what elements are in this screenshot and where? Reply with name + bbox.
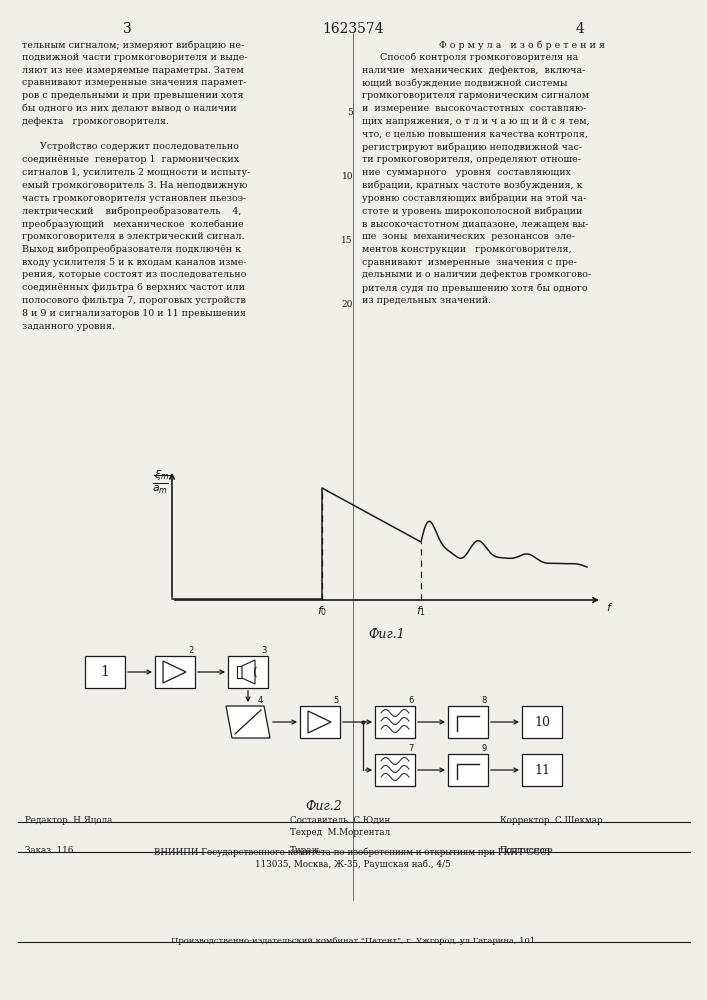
Text: часть громкоговорителя установлен пьезоэ-: часть громкоговорителя установлен пьезоэ… — [22, 194, 246, 203]
Text: 8: 8 — [481, 696, 487, 705]
Text: 3: 3 — [262, 646, 267, 655]
Text: $\overline{a_m}$: $\overline{a_m}$ — [152, 482, 169, 496]
Text: 5: 5 — [334, 696, 339, 705]
Text: 20: 20 — [341, 300, 353, 309]
Text: 1: 1 — [100, 665, 110, 679]
Text: 7: 7 — [409, 744, 414, 753]
Text: рителя судя по превышению хотя бы одного: рителя судя по превышению хотя бы одного — [362, 283, 588, 293]
Text: и  измерение  высокочастотных  составляю-: и измерение высокочастотных составляю- — [362, 104, 586, 113]
Text: из предельных значений.: из предельных значений. — [362, 296, 491, 305]
Polygon shape — [308, 711, 331, 733]
Text: Техред  М.Моргентал: Техред М.Моргентал — [290, 828, 390, 837]
Text: 15: 15 — [341, 236, 353, 245]
Text: Составитель  С.Юдин: Составитель С.Юдин — [290, 816, 390, 825]
Text: наличие  механических  дефектов,  включа-: наличие механических дефектов, включа- — [362, 66, 585, 75]
Bar — [522, 706, 562, 738]
Text: в высокочастотном диапазоне, лежащем вы-: в высокочастотном диапазоне, лежащем вы- — [362, 219, 588, 228]
Text: ние  суммарного   уровня  составляющих: ние суммарного уровня составляющих — [362, 168, 571, 177]
Text: вибрации, кратных частоте возбуждения, к: вибрации, кратных частоте возбуждения, к — [362, 181, 583, 190]
Bar — [448, 754, 488, 786]
Text: $f_1$: $f_1$ — [416, 604, 426, 618]
Text: 8 и 9 и сигнализаторов 10 и 11 превышения: 8 и 9 и сигнализаторов 10 и 11 превышени… — [22, 309, 246, 318]
Text: ВНИИПИ Государственного комитета по изобретениям и открытиям при ГКНТ СССР: ВНИИПИ Государственного комитета по изоб… — [153, 848, 552, 857]
Text: входу усилителя 5 и к входам каналов изме-: входу усилителя 5 и к входам каналов изм… — [22, 258, 247, 267]
Bar — [375, 706, 415, 738]
Text: емый громкоговоритель 3. На неподвижную: емый громкоговоритель 3. На неподвижную — [22, 181, 247, 190]
Text: тельным сигналом; измеряют вибрацию не-: тельным сигналом; измеряют вибрацию не- — [22, 40, 244, 49]
Text: 113035, Москва, Ж-35, Раушская наб., 4/5: 113035, Москва, Ж-35, Раушская наб., 4/5 — [255, 859, 451, 869]
Polygon shape — [226, 706, 270, 738]
Text: громкоговорителя в электрический сигнал.: громкоговорителя в электрический сигнал. — [22, 232, 245, 241]
Text: дельными и о наличии дефектов громкогово-: дельными и о наличии дефектов громкогово… — [362, 270, 591, 279]
Text: сравнивают  измеренные  значения с пре-: сравнивают измеренные значения с пре- — [362, 258, 577, 267]
Text: Фиг.1: Фиг.1 — [368, 628, 405, 641]
Text: Тираж: Тираж — [290, 846, 320, 855]
Text: Редактор  Н.Яцола: Редактор Н.Яцола — [25, 816, 112, 825]
Text: ров с предельными и при превышении хотя: ров с предельными и при превышении хотя — [22, 91, 244, 100]
Polygon shape — [163, 661, 186, 683]
Text: 3: 3 — [122, 22, 132, 36]
Text: Выход вибропреобразователя подключён к: Выход вибропреобразователя подключён к — [22, 245, 241, 254]
Text: громкоговорителя гармоническим сигналом: громкоговорителя гармоническим сигналом — [362, 91, 589, 100]
Text: Подписное: Подписное — [500, 846, 551, 855]
Text: Устройство содержит последовательно: Устройство содержит последовательно — [22, 142, 239, 151]
Text: дефекта   громкоговорителя.: дефекта громкоговорителя. — [22, 117, 169, 126]
Text: Заказ  116: Заказ 116 — [25, 846, 74, 855]
Text: что, с целью повышения качества контроля,: что, с целью повышения качества контроля… — [362, 130, 588, 139]
Bar — [228, 656, 268, 688]
Bar — [237, 666, 242, 678]
Text: ющий возбуждение подвижной системы: ющий возбуждение подвижной системы — [362, 78, 568, 88]
Text: $f_0$: $f_0$ — [317, 604, 327, 618]
Text: 2: 2 — [189, 646, 194, 655]
Text: 6: 6 — [409, 696, 414, 705]
Text: подвижной части громкоговорителя и выде-: подвижной части громкоговорителя и выде- — [22, 53, 247, 62]
Text: 1623574: 1623574 — [322, 22, 384, 36]
Text: 10: 10 — [341, 172, 353, 181]
Text: бы одного из них делают вывод о наличии: бы одного из них делают вывод о наличии — [22, 104, 237, 113]
Bar — [375, 754, 415, 786]
Text: 4: 4 — [575, 22, 585, 36]
Text: 9: 9 — [481, 744, 487, 753]
Text: Фиг.2: Фиг.2 — [305, 800, 342, 813]
Text: $f$: $f$ — [606, 601, 613, 613]
Text: заданного уровня.: заданного уровня. — [22, 322, 115, 331]
Text: соединённые  генератор 1  гармонических: соединённые генератор 1 гармонических — [22, 155, 239, 164]
Text: Способ контроля громкоговорителя на: Способ контроля громкоговорителя на — [362, 53, 578, 62]
Text: Ф о р м у л а   и з о б р е т е н и я: Ф о р м у л а и з о б р е т е н и я — [439, 40, 605, 49]
Text: Производственно-издательский комбинат "Патент", г. Ужгород, ул.Гагарина, 101: Производственно-издательский комбинат "П… — [171, 937, 535, 945]
Text: 10: 10 — [534, 716, 550, 728]
Text: преобразующий   механическое  колебание: преобразующий механическое колебание — [22, 219, 244, 229]
Text: лектрический    вибропреобразователь    4,: лектрический вибропреобразователь 4, — [22, 206, 241, 216]
Bar — [300, 706, 340, 738]
Text: полосового фильтра 7, пороговых устройств: полосового фильтра 7, пороговых устройст… — [22, 296, 246, 305]
Text: регистрируют вибрацию неподвижной час-: регистрируют вибрацию неподвижной час- — [362, 142, 582, 152]
Text: 5: 5 — [347, 108, 353, 117]
Text: ментов конструкции   громкоговорителя,: ментов конструкции громкоговорителя, — [362, 245, 572, 254]
Text: Корректор  С.Шекмар: Корректор С.Шекмар — [500, 816, 602, 825]
Text: 11: 11 — [534, 764, 550, 776]
Polygon shape — [242, 660, 255, 684]
Text: 4: 4 — [258, 696, 263, 705]
Text: соединённых фильтра 6 верхних частот или: соединённых фильтра 6 верхних частот или — [22, 283, 245, 292]
Bar — [448, 706, 488, 738]
Text: щих напряжения, о т л и ч а ю щ и й с я тем,: щих напряжения, о т л и ч а ю щ и й с я … — [362, 117, 590, 126]
Bar — [522, 754, 562, 786]
Text: стоте и уровень широкополосной вибрации: стоте и уровень широкополосной вибрации — [362, 206, 583, 216]
Bar — [85, 656, 125, 688]
Text: ше  зоны  механических  резонансов  эле-: ше зоны механических резонансов эле- — [362, 232, 575, 241]
Text: сравнивают измеренные значения парамет-: сравнивают измеренные значения парамет- — [22, 78, 246, 87]
Text: ляют из нее измеряемые параметры. Затем: ляют из нее измеряемые параметры. Затем — [22, 66, 244, 75]
Bar — [155, 656, 195, 688]
Text: уровню составляющих вибрации на этой ча-: уровню составляющих вибрации на этой ча- — [362, 194, 586, 203]
Text: сигналов 1, усилитель 2 мощности и испыту-: сигналов 1, усилитель 2 мощности и испыт… — [22, 168, 250, 177]
Text: $\xi_m$: $\xi_m$ — [153, 468, 169, 482]
Text: ти громкоговорителя, определяют отноше-: ти громкоговорителя, определяют отноше- — [362, 155, 581, 164]
Text: рения, которые состоят из последовательно: рения, которые состоят из последовательн… — [22, 270, 246, 279]
